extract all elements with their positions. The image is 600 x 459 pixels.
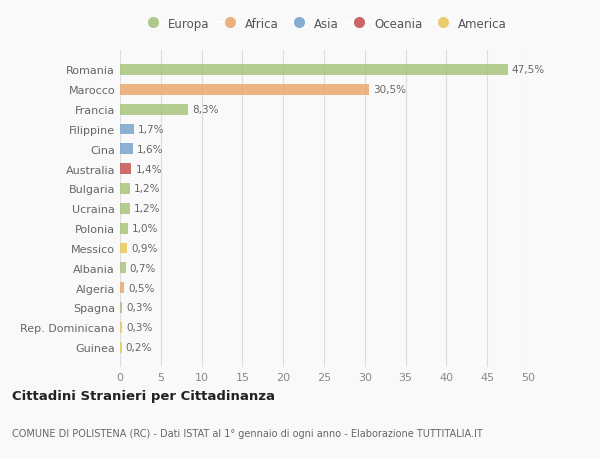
Text: 0,3%: 0,3%: [127, 303, 153, 313]
Text: 30,5%: 30,5%: [373, 85, 406, 95]
Text: Cittadini Stranieri per Cittadinanza: Cittadini Stranieri per Cittadinanza: [12, 389, 275, 403]
Text: 1,2%: 1,2%: [134, 184, 160, 194]
Bar: [120, 184, 130, 195]
Text: COMUNE DI POLISTENA (RC) - Dati ISTAT al 1° gennaio di ogni anno - Elaborazione : COMUNE DI POLISTENA (RC) - Dati ISTAT al…: [12, 428, 483, 438]
Bar: [120, 223, 128, 234]
Bar: [120, 302, 122, 313]
Text: 0,2%: 0,2%: [126, 342, 152, 353]
Bar: [120, 84, 369, 95]
Bar: [120, 164, 131, 175]
Text: 0,3%: 0,3%: [127, 323, 153, 333]
Text: 0,9%: 0,9%: [131, 243, 158, 253]
Text: 1,0%: 1,0%: [132, 224, 158, 234]
Text: 0,7%: 0,7%: [130, 263, 156, 273]
Bar: [120, 342, 122, 353]
Text: 1,4%: 1,4%: [136, 164, 162, 174]
Text: 1,6%: 1,6%: [137, 145, 164, 155]
Text: 1,7%: 1,7%: [138, 125, 164, 134]
Bar: [120, 144, 133, 155]
Bar: [120, 203, 130, 214]
Bar: [120, 124, 134, 135]
Bar: [120, 322, 122, 333]
Text: 47,5%: 47,5%: [512, 65, 545, 75]
Bar: [120, 105, 188, 115]
Bar: [120, 283, 124, 293]
Text: 1,2%: 1,2%: [134, 204, 160, 214]
Bar: [120, 263, 126, 274]
Bar: [120, 65, 508, 76]
Text: 0,5%: 0,5%: [128, 283, 155, 293]
Bar: [120, 243, 127, 254]
Text: 8,3%: 8,3%: [192, 105, 218, 115]
Legend: Europa, Africa, Asia, Oceania, America: Europa, Africa, Asia, Oceania, America: [139, 15, 509, 33]
